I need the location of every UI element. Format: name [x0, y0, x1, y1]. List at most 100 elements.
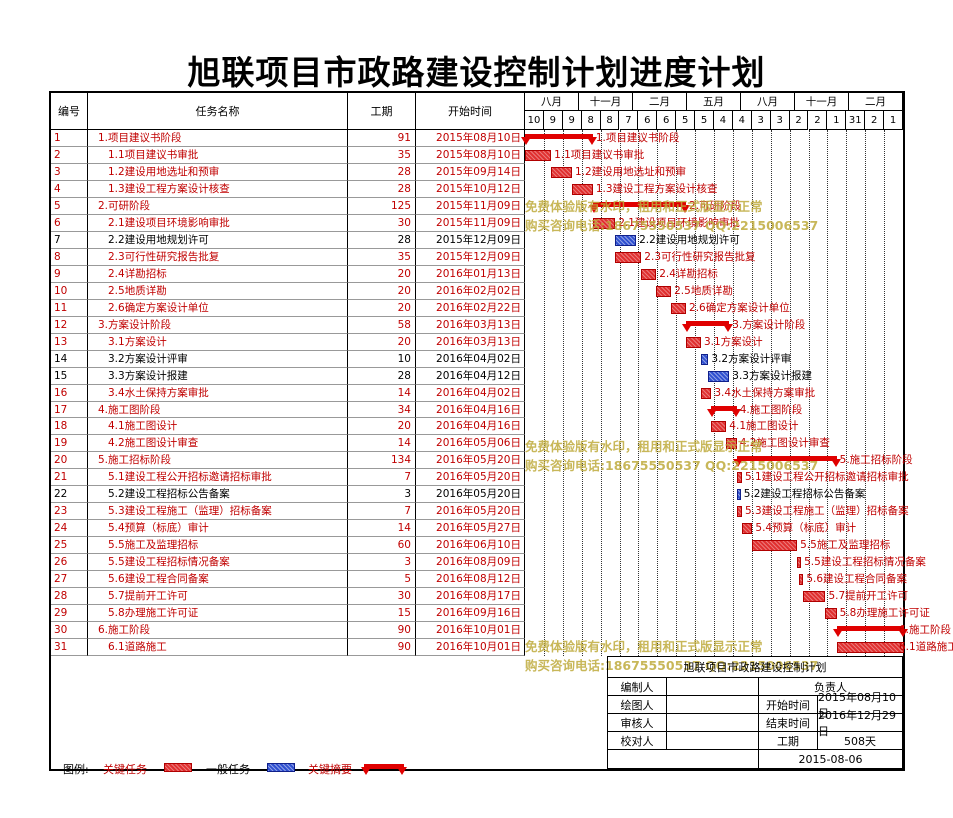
legend-summary-tip-left [361, 767, 371, 775]
task-no: 30 [51, 622, 88, 640]
task-no: 24 [51, 520, 88, 538]
task-duration: 5 [348, 571, 416, 589]
task-name: 5.3建设工程施工（监理）招标备案 [88, 503, 348, 521]
critical-task-bar [551, 166, 572, 178]
task-start: 2016年08月12日 [416, 571, 525, 589]
grid-line [600, 130, 602, 656]
critical-task-bar [797, 557, 802, 569]
bar-label: 1.3建设工程方案设计核查 [595, 182, 718, 195]
task-no: 25 [51, 537, 88, 555]
task-start: 2016年05月27日 [416, 520, 525, 538]
task-no: 29 [51, 605, 88, 623]
task-name: 3.1方案设计 [88, 333, 348, 351]
task-duration: 20 [348, 299, 416, 317]
summary-tip-left [682, 323, 693, 332]
task-name: 4.2施工图设计审查 [88, 435, 348, 453]
summary-bar [736, 456, 837, 462]
task-start: 2016年10月01日 [416, 639, 525, 657]
task-duration: 20 [348, 265, 416, 283]
task-name: 5.1建设工程公开招标邀请招标审批 [88, 469, 348, 487]
task-no: 31 [51, 639, 88, 657]
task-duration: 14 [348, 384, 416, 402]
gantt-chart: 1.项目建议书阶段 1.1项目建议书审批 1.2建设用地选址和预审 1.3建设工程方案… [521, 130, 953, 673]
bar-label: 5.8办理施工许可证 [839, 607, 930, 620]
summary-tip-right [730, 408, 741, 417]
grid-line [732, 130, 734, 656]
task-name: 4.施工图阶段 [88, 401, 348, 419]
critical-task-bar [711, 421, 727, 433]
day-label: 31 [846, 111, 866, 130]
task-duration: 28 [348, 163, 416, 181]
task-duration: 20 [348, 333, 416, 351]
task-duration: 15 [348, 605, 416, 623]
task-start: 2015年12月09日 [416, 248, 525, 266]
day-label: 5 [676, 111, 696, 130]
bar-label: 5.6建设工程合同备案 [806, 573, 908, 586]
critical-task-bar [799, 574, 804, 586]
task-duration: 7 [348, 469, 416, 487]
task-duration: 60 [348, 537, 416, 555]
summary-tip-left [588, 204, 599, 213]
task-duration: 90 [348, 622, 416, 640]
task-start: 2016年01月13日 [416, 265, 525, 283]
grid-line [808, 130, 810, 656]
legend-critical-swatch [164, 763, 192, 772]
task-name: 2.3可行性研究报告批复 [88, 248, 348, 266]
day-label: 6 [638, 111, 658, 130]
task-start: 2016年05月20日 [416, 469, 525, 487]
signoff-end-label: 结束时间 [759, 714, 818, 732]
critical-task-bar [641, 268, 657, 280]
critical-task-bar [700, 387, 712, 399]
bar-label: 1.项目建议书阶段 [595, 132, 680, 144]
critical-task-bar [525, 149, 552, 161]
task-duration: 20 [348, 282, 416, 300]
day-label: 2 [789, 111, 809, 130]
summary-bar [836, 626, 904, 632]
task-no: 6 [51, 214, 88, 232]
day-label: 2 [808, 111, 828, 130]
task-name: 1.项目建议书阶段 [88, 130, 348, 147]
bar-label: 4.2施工图设计审查 [739, 437, 830, 450]
signoff-duration-label: 工期 [759, 732, 818, 750]
task-duration: 125 [348, 197, 416, 215]
normal-task-bar [700, 353, 709, 365]
task-duration: 58 [348, 316, 416, 334]
task-start: 2015年10月12日 [416, 180, 525, 198]
task-start: 2016年02月22日 [416, 299, 525, 317]
bar-label: 4.施工图阶段 [739, 403, 803, 416]
day-label: 7 [619, 111, 639, 130]
task-name: 1.1项目建议书审批 [88, 146, 348, 164]
task-start: 2016年05月06日 [416, 435, 525, 453]
bar-label: 2.5地质详勘 [674, 284, 733, 297]
task-start: 2016年08月09日 [416, 554, 525, 572]
task-no: 22 [51, 486, 88, 504]
task-no: 17 [51, 401, 88, 419]
task-start: 2016年04月16日 [416, 401, 525, 419]
task-no: 15 [51, 367, 88, 385]
task-start: 2016年09月16日 [416, 605, 525, 623]
task-duration: 14 [348, 435, 416, 453]
bar-label: 6.1道路施工 [899, 641, 953, 654]
page-title: 旭联项目市政路建设控制计划进度计划 [187, 53, 766, 92]
grid-line [657, 130, 659, 656]
grid-line [638, 130, 640, 656]
header-name: 任务名称 [88, 93, 348, 130]
task-duration: 35 [348, 146, 416, 164]
grid-line [562, 130, 564, 656]
watermark-line1: 免费体验版有水印，租用和正式版显示正常 [525, 639, 763, 654]
signoff-start-label: 开始时间 [759, 696, 818, 714]
critical-task-bar [836, 642, 904, 654]
grid-line [865, 130, 867, 656]
legend-normal-swatch [267, 763, 295, 772]
day-label: 6 [657, 111, 677, 130]
task-start: 2016年05月20日 [416, 503, 525, 521]
task-name: 2.6确定方案设计单位 [88, 299, 348, 317]
task-duration: 28 [348, 367, 416, 385]
grid-line [581, 130, 583, 656]
normal-task-bar [736, 489, 741, 501]
legend-critical-label: 关键任务 [103, 763, 147, 776]
legend-summary-swatch [364, 764, 404, 769]
task-name: 2.4详勘招标 [88, 265, 348, 283]
task-duration: 3 [348, 554, 416, 572]
grid-line [827, 130, 829, 656]
